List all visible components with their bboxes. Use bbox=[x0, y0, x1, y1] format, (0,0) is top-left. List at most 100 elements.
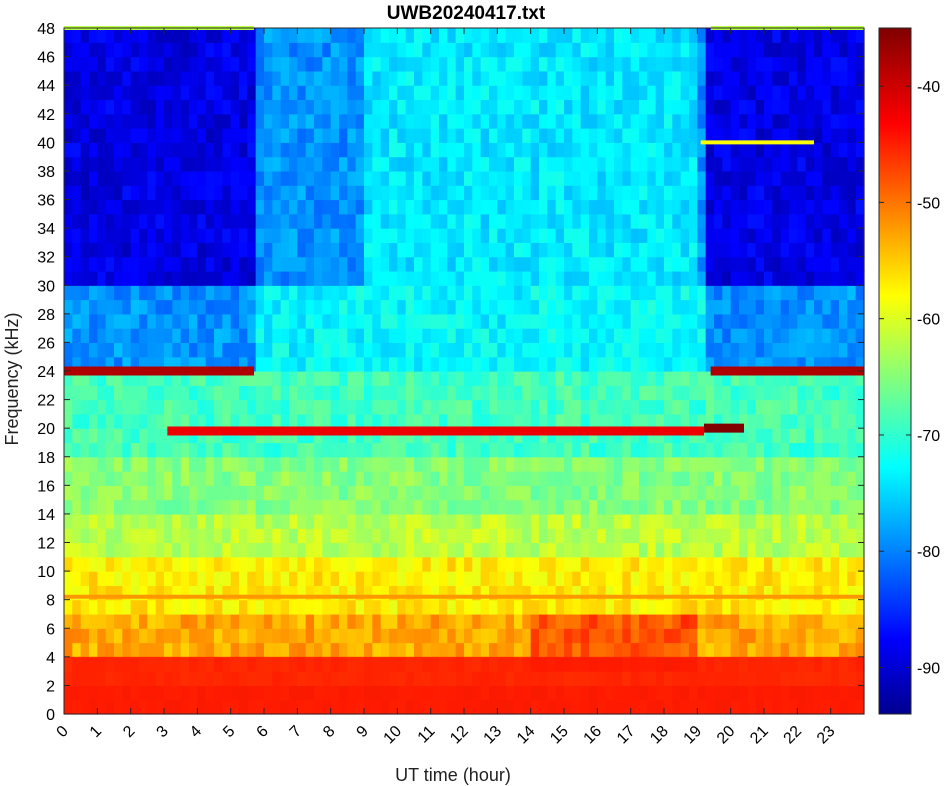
heatmap-cell bbox=[422, 156, 432, 172]
heatmap-cell bbox=[555, 499, 565, 515]
heatmap-cell bbox=[105, 542, 115, 558]
heatmap-cell bbox=[805, 313, 815, 329]
heatmap-cell bbox=[397, 528, 407, 544]
heatmap-cell bbox=[147, 528, 157, 544]
heatmap-cell bbox=[714, 599, 723, 615]
heatmap-cell bbox=[672, 285, 682, 301]
heatmap-cell bbox=[480, 285, 490, 301]
heatmap-cell bbox=[580, 399, 590, 415]
heatmap-cell bbox=[822, 471, 832, 486]
heatmap-cell bbox=[814, 70, 823, 86]
heatmap-cell bbox=[522, 70, 532, 86]
heatmap-cell bbox=[630, 499, 640, 515]
heatmap-cell bbox=[97, 242, 107, 258]
heatmap-cell bbox=[697, 213, 707, 229]
heatmap-cell bbox=[630, 228, 640, 243]
heatmap-cell bbox=[305, 471, 315, 486]
heatmap-cell bbox=[180, 442, 190, 458]
heatmap-cell bbox=[780, 642, 790, 658]
heatmap-cell bbox=[322, 513, 332, 529]
heatmap-cell bbox=[405, 642, 415, 658]
heatmap-cell bbox=[147, 399, 157, 415]
heatmap-cell bbox=[397, 485, 407, 501]
heatmap-cell bbox=[555, 242, 565, 258]
heatmap-cell bbox=[80, 456, 90, 472]
heatmap-cell bbox=[364, 413, 373, 429]
heatmap-cell bbox=[414, 499, 423, 515]
heatmap-cell bbox=[572, 542, 582, 558]
heatmap-cell bbox=[222, 399, 232, 415]
heatmap-cell bbox=[530, 228, 540, 243]
heatmap-cell bbox=[389, 628, 398, 644]
heatmap-cell bbox=[155, 299, 165, 315]
heatmap-cell bbox=[105, 228, 115, 243]
heatmap-cell bbox=[197, 70, 207, 86]
heatmap-cell bbox=[80, 542, 90, 558]
heatmap-cell bbox=[305, 42, 315, 58]
heatmap-cell bbox=[272, 299, 282, 315]
heatmap-cell bbox=[830, 213, 840, 229]
heatmap-cell bbox=[264, 285, 273, 301]
heatmap-cell bbox=[289, 270, 298, 286]
heatmap-cell bbox=[747, 128, 757, 143]
heatmap-cell bbox=[314, 385, 323, 401]
heatmap-cell bbox=[422, 256, 432, 272]
heatmap-cell bbox=[622, 142, 632, 158]
heatmap-cell bbox=[164, 28, 173, 43]
heatmap-cell bbox=[139, 628, 148, 644]
heatmap-cell bbox=[72, 170, 82, 186]
heatmap-cell bbox=[505, 371, 515, 386]
heatmap-cell bbox=[347, 471, 357, 486]
heatmap-cell bbox=[480, 499, 490, 515]
heatmap-cell bbox=[814, 185, 823, 201]
heatmap-cell bbox=[772, 142, 782, 158]
heatmap-cell bbox=[430, 571, 440, 586]
heatmap-cell bbox=[764, 299, 773, 315]
heatmap-cell bbox=[555, 99, 565, 115]
heatmap-cell bbox=[522, 285, 532, 301]
heatmap-cell bbox=[772, 571, 782, 586]
heatmap-cell bbox=[847, 442, 857, 458]
heatmap-cell bbox=[347, 456, 357, 472]
heatmap-cell bbox=[230, 213, 240, 229]
heatmap-cell bbox=[480, 256, 490, 272]
heatmap-cell bbox=[189, 385, 198, 401]
heatmap-cell bbox=[847, 170, 857, 186]
heatmap-cell bbox=[789, 185, 798, 201]
heatmap-cell bbox=[430, 228, 440, 243]
heatmap-cell bbox=[772, 156, 782, 172]
heatmap-cell bbox=[547, 442, 557, 458]
heatmap-cell bbox=[680, 556, 690, 572]
heatmap-cell bbox=[122, 285, 132, 301]
heatmap-cell bbox=[114, 413, 123, 429]
heatmap-cell bbox=[172, 628, 182, 644]
heatmap-cell bbox=[589, 585, 598, 601]
heatmap-cell bbox=[830, 356, 840, 372]
heatmap-cell bbox=[547, 556, 557, 572]
heatmap-cell bbox=[89, 571, 98, 586]
heatmap-cell bbox=[689, 28, 698, 43]
heatmap-cell bbox=[355, 28, 365, 43]
heatmap-cell bbox=[405, 42, 415, 58]
heatmap-cell bbox=[805, 28, 815, 43]
heatmap-cell bbox=[689, 371, 698, 386]
heatmap-cell bbox=[264, 528, 273, 544]
heatmap-cell bbox=[780, 313, 790, 329]
heatmap-cell bbox=[314, 28, 323, 43]
heatmap-cell bbox=[305, 499, 315, 515]
heatmap-cell bbox=[855, 199, 865, 215]
heatmap-cell bbox=[747, 42, 757, 58]
heatmap-cell bbox=[497, 556, 507, 572]
heatmap-cell bbox=[822, 385, 832, 401]
heatmap-cell bbox=[847, 428, 857, 444]
heatmap-cell bbox=[414, 285, 423, 301]
heatmap-cell bbox=[664, 642, 673, 658]
heatmap-cell bbox=[589, 156, 598, 172]
heatmap-cell bbox=[489, 542, 498, 558]
heatmap-cell bbox=[430, 199, 440, 215]
heatmap-cell bbox=[797, 213, 807, 229]
heatmap-cell bbox=[855, 556, 865, 572]
heatmap-cell bbox=[797, 185, 807, 201]
heatmap-cell bbox=[780, 513, 790, 529]
heatmap-cell bbox=[672, 528, 682, 544]
